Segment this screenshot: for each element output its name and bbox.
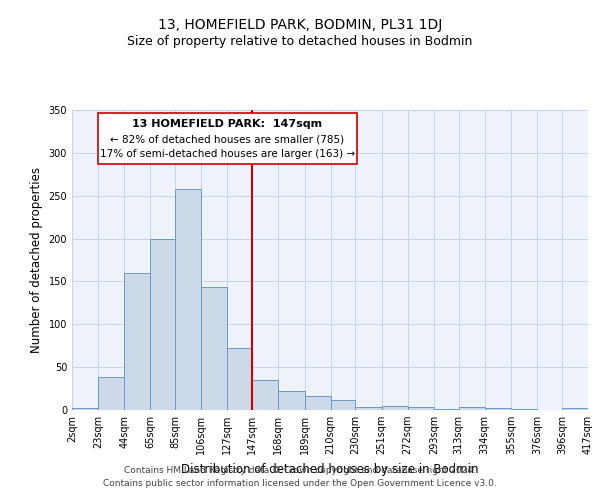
Text: Contains HM Land Registry data © Crown copyright and database right 2024.
Contai: Contains HM Land Registry data © Crown c… [103,466,497,487]
Text: 13, HOMEFIELD PARK, BODMIN, PL31 1DJ: 13, HOMEFIELD PARK, BODMIN, PL31 1DJ [158,18,442,32]
Bar [511,409,537,410]
Bar [151,238,175,410]
Bar [458,408,485,410]
Bar [331,400,355,410]
Bar [485,408,511,410]
Bar [227,348,252,410]
Y-axis label: Number of detached properties: Number of detached properties [30,167,43,353]
Bar [202,288,227,410]
Bar [124,273,151,410]
Bar [408,408,434,410]
X-axis label: Distribution of detached houses by size in Bodmin: Distribution of detached houses by size … [181,462,479,475]
Text: ← 82% of detached houses are smaller (785): ← 82% of detached houses are smaller (78… [110,135,344,145]
Bar [98,378,124,410]
Bar [252,380,278,410]
Text: 17% of semi-detached houses are larger (163) →: 17% of semi-detached houses are larger (… [100,150,355,160]
Bar [278,391,305,410]
Text: 13 HOMEFIELD PARK:  147sqm: 13 HOMEFIELD PARK: 147sqm [133,120,322,130]
Bar [72,408,98,410]
Bar [355,406,382,410]
Text: Size of property relative to detached houses in Bodmin: Size of property relative to detached ho… [127,35,473,48]
Bar [382,406,408,410]
Bar [434,409,458,410]
Bar [562,408,588,410]
Bar [175,189,202,410]
Bar [305,396,331,410]
FancyBboxPatch shape [98,112,357,164]
